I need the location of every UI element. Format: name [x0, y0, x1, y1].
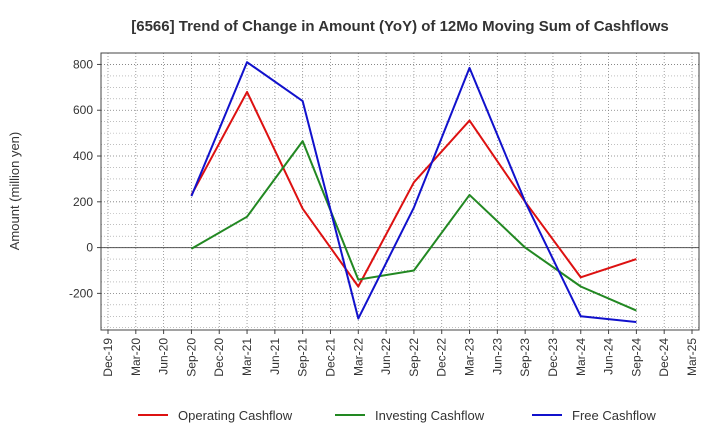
legend-label-investing-cashflow: Investing Cashflow — [375, 408, 485, 423]
x-tick-label: Sep-22 — [407, 338, 421, 377]
x-tick-label: Mar-20 — [129, 338, 143, 376]
x-tick-label: Dec-22 — [435, 338, 449, 377]
x-tick-label: Sep-21 — [296, 338, 310, 377]
x-tick-label: Jun-20 — [157, 338, 171, 375]
y-tick-label: 600 — [73, 103, 93, 117]
x-tick-label: Mar-21 — [240, 338, 254, 376]
x-tick-label: Dec-19 — [101, 338, 115, 377]
plot-frame — [100, 52, 700, 331]
y-tick-label: 800 — [73, 57, 93, 71]
y-axis-label: Amount (million yen) — [7, 132, 22, 251]
series-line-operating-cashflow — [190, 90, 637, 288]
x-tick-label: Dec-21 — [323, 338, 337, 377]
x-tick-label: Jun-22 — [379, 338, 393, 375]
y-tick-label: 400 — [73, 149, 93, 163]
y-tick-label: 0 — [86, 241, 93, 255]
series-line-free-cashflow — [190, 61, 637, 323]
series-layer — [190, 61, 637, 323]
x-tick-label: Mar-23 — [463, 338, 477, 376]
x-tick-label: Jun-21 — [268, 338, 282, 375]
x-tick-label: Mar-24 — [574, 338, 588, 376]
series-line-investing-cashflow — [190, 140, 637, 312]
x-tick-label: Sep-24 — [629, 338, 643, 377]
x-tick-label: Jun-24 — [602, 338, 616, 375]
x-tick-label: Dec-23 — [546, 338, 560, 377]
x-tick-label: Jun-23 — [490, 338, 504, 375]
chart-title: [6566] Trend of Change in Amount (YoY) o… — [131, 18, 669, 35]
x-tick-label: Dec-24 — [657, 338, 671, 377]
grid-layer — [97, 52, 699, 334]
x-tick-labels: Dec-19 Mar-20 Jun-20 Sep-20 Dec-20 Mar-21 Jun-… — [101, 338, 699, 377]
y-tick-label: -200 — [69, 286, 93, 300]
x-tick-label: Dec-20 — [212, 338, 226, 377]
y-tick-labels: -200 0 200 400 600 800 — [69, 57, 93, 300]
legend-label-free-cashflow: Free Cashflow — [572, 408, 656, 423]
legend-label-operating-cashflow: Operating Cashflow — [178, 408, 293, 423]
x-tick-label: Mar-22 — [351, 338, 365, 376]
x-tick-label: Mar-25 — [685, 338, 699, 376]
y-tick-label: 200 — [73, 195, 93, 209]
legend: Operating Cashflow Investing Cashflow Free… — [138, 408, 656, 423]
x-tick-label: Sep-20 — [184, 338, 198, 377]
x-tick-label: Sep-23 — [518, 338, 532, 377]
